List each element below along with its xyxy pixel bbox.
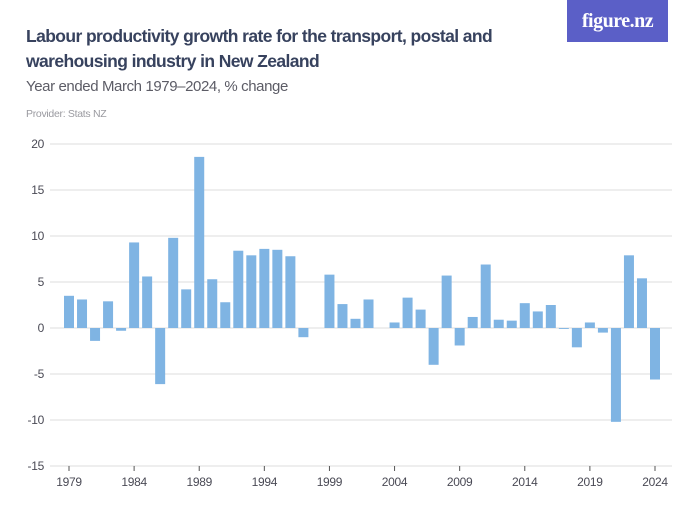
bar-1995	[272, 249, 283, 328]
y-tick-label: -10	[28, 413, 45, 427]
y-tick-label: -15	[28, 459, 45, 473]
bar-1996	[285, 256, 296, 328]
bar-2011	[480, 264, 491, 328]
bar-1982	[103, 301, 114, 328]
bar-2024	[650, 328, 660, 380]
bar-1985	[142, 276, 153, 328]
bar-2007	[428, 328, 439, 365]
y-tick-label: -5	[34, 367, 45, 381]
x-tick-label: 2014	[512, 475, 538, 489]
bar-1988	[181, 289, 192, 328]
bar-1980	[77, 299, 88, 328]
x-tick-label: 1989	[186, 475, 212, 489]
bar-1979	[64, 295, 74, 328]
bar-1990	[207, 279, 218, 328]
x-tick-label: 1999	[317, 475, 343, 489]
bar-2018	[571, 328, 582, 348]
bar-2008	[441, 275, 452, 328]
chart-subtitle: Year ended March 1979–2024, % change	[26, 78, 288, 95]
y-tick-label: 10	[31, 229, 44, 243]
x-tick-label: 1994	[252, 475, 278, 489]
bar-1984	[129, 242, 140, 328]
bar-2013	[506, 320, 517, 328]
figure-nz-logo[interactable]: figure.nz	[567, 0, 668, 42]
bar-2020	[597, 328, 608, 333]
bar-1992	[233, 250, 244, 328]
x-tick-label: 1979	[56, 475, 82, 489]
bar-2022	[623, 255, 634, 328]
bar-2005	[402, 297, 413, 328]
x-tick-label: 2024	[642, 475, 668, 489]
bar-2012	[493, 319, 504, 328]
bar-1991	[220, 302, 231, 328]
bar-1994	[259, 248, 270, 328]
bar-2006	[415, 309, 426, 328]
bar-1983	[116, 328, 127, 331]
bar-2023	[636, 278, 647, 328]
logo-text: figure.nz	[581, 9, 654, 32]
bar-1981	[90, 328, 101, 341]
y-tick-label: 20	[31, 137, 44, 151]
bar-2000	[337, 304, 348, 328]
bar-2002	[363, 299, 374, 328]
bar-1997	[298, 328, 309, 338]
x-tick-label: 1984	[121, 475, 147, 489]
x-tick-label: 2009	[447, 475, 473, 489]
provider-label: Provider: Stats NZ	[26, 108, 107, 120]
bar-1993	[246, 255, 257, 328]
bar-1989	[194, 156, 205, 328]
chart-title: Labour productivity growth rate for the …	[26, 26, 493, 71]
bar-2001	[350, 318, 361, 328]
y-tick-label: 5	[38, 275, 45, 289]
bar-2017	[558, 328, 569, 329]
bar-2019	[584, 322, 595, 328]
x-tick-label: 2004	[382, 475, 408, 489]
bar-1987	[168, 237, 179, 328]
bar-2010	[467, 316, 478, 328]
bar-1986	[155, 328, 166, 385]
bar-2015	[532, 311, 543, 328]
bar-1999	[324, 274, 335, 328]
y-tick-label: 15	[31, 183, 44, 197]
bar-2016	[545, 305, 556, 328]
bar-2021	[610, 328, 621, 422]
y-tick-label: 0	[38, 321, 45, 335]
bar-2004	[389, 322, 400, 328]
bar-2014	[519, 303, 530, 328]
x-tick-label: 2019	[577, 475, 603, 489]
bar-2009	[454, 328, 465, 346]
